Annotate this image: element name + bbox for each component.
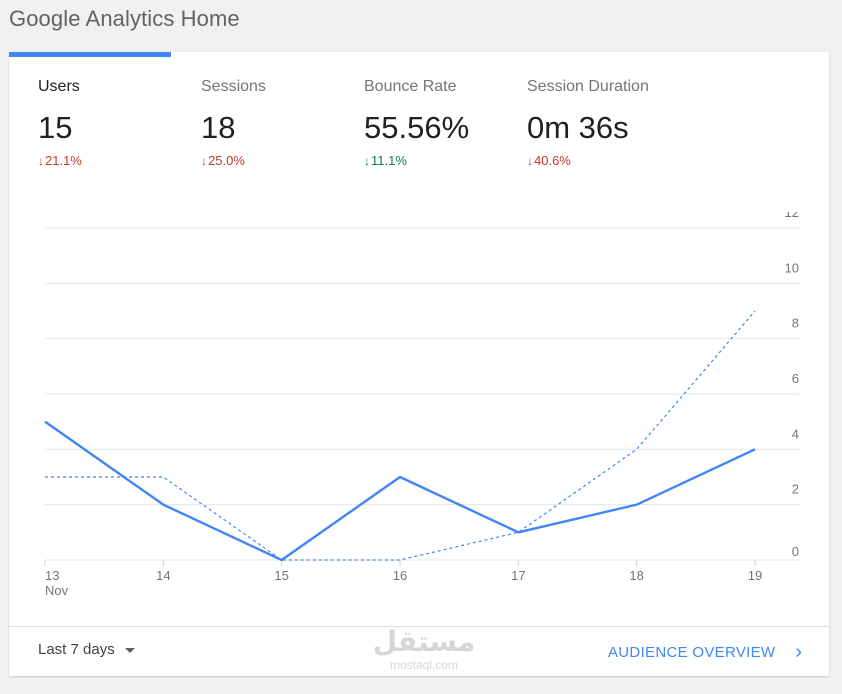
y-tick-label: 12 <box>785 212 799 220</box>
metric-tab-session-duration[interactable]: Session Duration 0m 36s ↓40.6% <box>527 74 687 174</box>
metric-label: Sessions <box>201 78 266 95</box>
metric-label: Bounce Rate <box>364 78 457 95</box>
x-tick-label: 14 <box>156 568 170 583</box>
arrow-down-icon: ↓ <box>38 154 44 168</box>
caret-down-icon <box>124 648 135 653</box>
y-tick-label: 10 <box>785 260 799 275</box>
metric-change: ↓40.6% <box>527 153 571 168</box>
y-tick-label: 4 <box>792 426 799 441</box>
metric-change-value: 21.1% <box>45 153 82 168</box>
metric-change: ↓11.1% <box>364 153 407 168</box>
audience-overview-label: AUDIENCE OVERVIEW <box>608 643 776 661</box>
metric-change: ↓25.0% <box>201 153 245 168</box>
metric-value: 18 <box>201 110 236 145</box>
watermark-text: مستقل <box>372 625 476 658</box>
y-tick-label: 0 <box>792 544 799 559</box>
date-range-label: Last 7 days <box>38 641 115 658</box>
x-tick-label: 19 <box>748 568 762 583</box>
y-tick-label: 8 <box>792 316 799 331</box>
watermark-logo: مستقل mostaql.com <box>369 626 479 676</box>
arrow-down-icon: ↓ <box>527 154 533 168</box>
metric-value: 0m 36s <box>527 110 629 145</box>
metric-label: Users <box>38 78 80 95</box>
audience-overview-link[interactable]: AUDIENCE OVERVIEW › <box>608 642 802 662</box>
metrics-row: Users 15 ↓21.1% Sessions 18 ↓25.0% Bounc… <box>9 74 829 184</box>
x-tick-sublabel: Nov <box>45 583 69 598</box>
metric-label: Session Duration <box>527 78 649 95</box>
x-tick-label: 18 <box>629 568 643 583</box>
page-title: Google Analytics Home <box>9 6 240 31</box>
footer-divider <box>9 626 829 627</box>
active-tab-indicator <box>9 52 171 57</box>
metric-value: 15 <box>38 110 73 145</box>
previous-period-line <box>45 310 756 561</box>
x-tick-label: 15 <box>274 568 288 583</box>
users-line-chart: 0 2 4 6 8 10 12 13 14 15 16 17 18 19 Nov <box>9 212 829 612</box>
metric-change: ↓21.1% <box>38 153 82 168</box>
arrow-down-icon: ↓ <box>364 154 370 168</box>
metric-tab-bounce-rate[interactable]: Bounce Rate 55.56% ↓11.1% <box>364 74 524 174</box>
watermark-url: mostaql.com <box>389 658 459 672</box>
arrow-down-icon: ↓ <box>201 154 207 168</box>
metric-change-value: 40.6% <box>534 153 571 168</box>
y-tick-label: 2 <box>792 482 799 497</box>
y-tick-label: 6 <box>792 371 799 386</box>
metric-tab-sessions[interactable]: Sessions 18 ↓25.0% <box>201 74 361 174</box>
x-tick-label: 16 <box>393 568 407 583</box>
x-tick-label: 17 <box>511 568 525 583</box>
metric-value: 55.56% <box>364 110 470 145</box>
x-tick-label: 13 <box>45 568 59 583</box>
metric-tab-users[interactable]: Users 15 ↓21.1% <box>38 74 198 174</box>
metric-change-value: 11.1% <box>371 153 407 168</box>
date-range-dropdown[interactable]: Last 7 days <box>38 641 135 658</box>
chevron-right-icon: › <box>795 641 803 663</box>
analytics-home-card: Users 15 ↓21.1% Sessions 18 ↓25.0% Bounc… <box>9 52 829 676</box>
current-period-line <box>44 420 756 562</box>
chart-svg: 0 2 4 6 8 10 12 13 14 15 16 17 18 19 Nov <box>44 212 799 598</box>
metric-change-value: 25.0% <box>208 153 245 168</box>
